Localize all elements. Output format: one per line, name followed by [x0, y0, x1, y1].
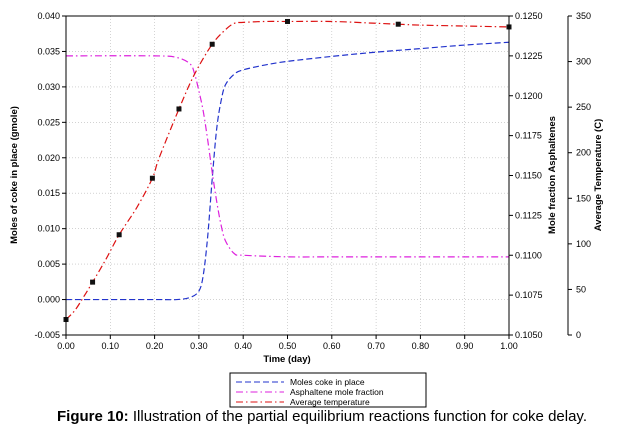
- x-tick-label: 0.50: [279, 341, 297, 351]
- x-tick-label: 0.70: [367, 341, 385, 351]
- y-tick-label: -0.005: [34, 330, 60, 340]
- grid: [66, 16, 509, 335]
- left-axis: -0.005 0.000 0.005 0.010 0.015 0.020 0.025 0.03…: [34, 11, 66, 340]
- y-tick-label: 0.025: [37, 117, 60, 127]
- x-tick-label: 1.00: [500, 341, 518, 351]
- temperature-marker: [90, 279, 96, 285]
- y3-tick-label: 50: [576, 284, 586, 294]
- y2-tick-label: 0.1050: [515, 330, 543, 340]
- temperature-marker: [149, 175, 155, 181]
- y-tick-label: 0.010: [37, 224, 60, 234]
- y-tick-label: 0.000: [37, 295, 60, 305]
- series-layer: [65, 20, 510, 320]
- temperature-marker: [209, 41, 215, 47]
- y-tick-label: 0.005: [37, 259, 60, 269]
- y2-tick-label: 0.1200: [515, 91, 543, 101]
- y2-tick-label: 0.1250: [515, 11, 543, 21]
- x-tick-label: 0.10: [102, 341, 120, 351]
- series-coke-line: [66, 41, 510, 301]
- legend-label-coke: Moles coke in place: [290, 377, 365, 387]
- x-tick-label: 0.20: [146, 341, 164, 351]
- y3-tick-label: 200: [576, 148, 591, 158]
- y-tick-label: 0.030: [37, 82, 60, 92]
- legend-label-asphaltene: Asphaltene mole fraction: [290, 387, 384, 397]
- temperature-marker: [116, 232, 122, 238]
- x-tick-label: 0.80: [412, 341, 430, 351]
- right-axis-temperature: 0 50 100 150 200 250 300 350: [568, 11, 591, 340]
- y3-tick-label: 350: [576, 11, 591, 21]
- temperature-marker: [176, 106, 182, 112]
- legend-label-temperature: Average temperature: [290, 397, 370, 407]
- y-tick-label: 0.020: [37, 153, 60, 163]
- chart: -0.0050.0000.0050.0100.0150.0200.0250.03…: [9, 11, 604, 408]
- y3-tick-label: 150: [576, 193, 591, 203]
- x-tick-label: 0.00: [57, 341, 75, 351]
- y3-tick-label: 250: [576, 102, 591, 112]
- temperature-marker: [395, 21, 401, 27]
- x-tick-label: 0.60: [323, 341, 341, 351]
- y2-tick-label: 0.1100: [515, 250, 542, 260]
- y-tick-label: 0.035: [37, 46, 60, 56]
- y2-tick-label: 0.1075: [515, 290, 543, 300]
- temperature-marker: [285, 18, 290, 24]
- y3-axis-label: Average Temperature (C): [593, 119, 604, 231]
- y3-tick-label: 0: [576, 330, 581, 340]
- y2-tick-label: 0.1225: [515, 51, 543, 61]
- caption-text: Illustration of the partial equilibrium …: [132, 408, 587, 425]
- y-tick-label: 0.040: [37, 11, 60, 21]
- legend-box: [229, 372, 427, 408]
- y2-tick-label: 0.1175: [515, 131, 542, 141]
- caption-label: Figure 10:: [57, 408, 129, 425]
- y2-tick-label: 0.1150: [515, 171, 542, 181]
- y-tick-label: 0.015: [37, 188, 60, 198]
- y-axis-label: Moles of coke in place (gmole): [9, 106, 20, 244]
- series-asphaltene-line: [65, 55, 509, 258]
- bottom-axis: 0.00 0.10 0.20 0.30 0.40 0.50 0.60 0.70 0.80 0.90…: [57, 335, 518, 351]
- y2-tick-label: 0.1125: [515, 210, 542, 220]
- series-temperature-line: [65, 20, 510, 320]
- x-tick-label: 0.90: [456, 341, 474, 351]
- x-tick-label: 0.30: [190, 341, 208, 351]
- legend: Moles coke in place Asphaltene mole frac…: [229, 372, 427, 408]
- y2-axis-label: Mole fraction Asphaltenes: [547, 116, 558, 234]
- y3-tick-label: 300: [576, 57, 591, 67]
- right-axis-asphaltene: 0.1050 0.1075 0.1100 0.1125 0.1150 0.1175 0.12…: [509, 11, 543, 340]
- x-axis-label: Time (day): [263, 354, 310, 365]
- figure-caption: Figure 10: Illustration of the partial e…: [0, 408, 644, 425]
- y3-tick-label: 100: [576, 239, 591, 249]
- x-tick-label: 0.40: [234, 341, 252, 351]
